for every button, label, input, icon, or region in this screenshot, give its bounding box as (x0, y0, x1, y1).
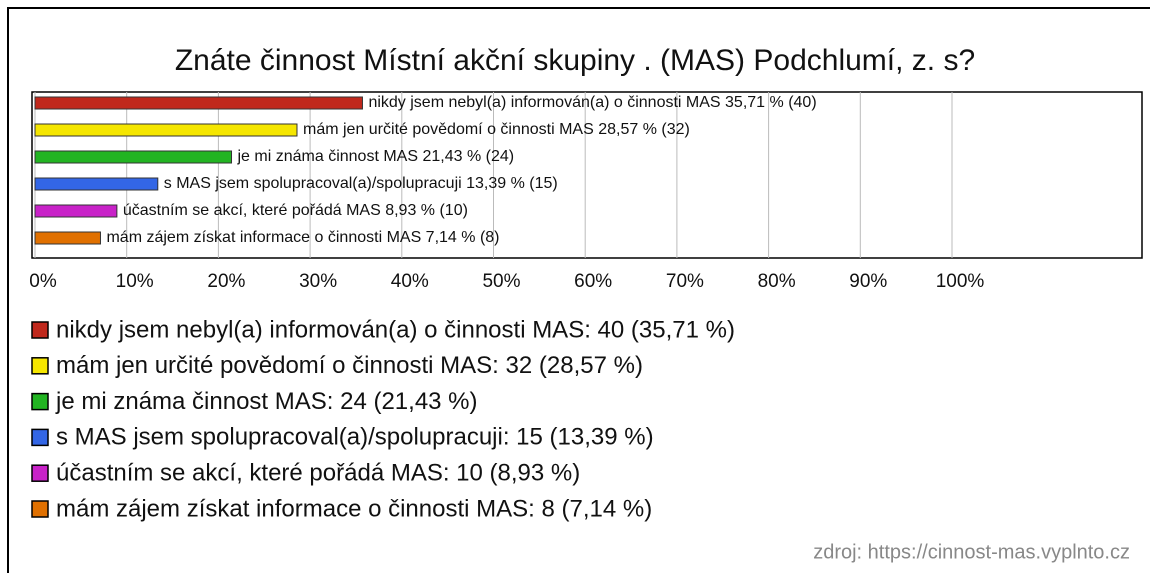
x-tick-label: 60% (574, 271, 612, 292)
legend-swatch (31, 357, 49, 375)
legend-label: mám jen určité povědomí o činnosti MAS: … (56, 352, 643, 379)
plot-area (31, 91, 1143, 259)
x-tick-label: 0% (29, 271, 57, 292)
data-label: mám jen určité povědomí o činnosti MAS 2… (303, 121, 690, 138)
x-tick-label: 50% (482, 271, 520, 292)
bar (34, 123, 298, 137)
legend-label: účastním se akcí, které pořádá MAS: 10 (… (56, 460, 580, 487)
x-tick-label: 40% (391, 271, 429, 292)
legend-label: nikdy jsem nebyl(a) informován(a) o činn… (56, 316, 735, 343)
source: zdroj: https://cinnost-mas.vyplnto.cz (813, 541, 1130, 563)
data-label: nikdy jsem nebyl(a) informován(a) o činn… (368, 94, 816, 111)
x-tick-label: 100% (936, 271, 985, 292)
legend-label: mám zájem získat informace o činnosti MA… (56, 495, 652, 522)
data-label: mám zájem získat informace o činnosti MA… (106, 229, 499, 246)
legend-swatch (31, 428, 49, 447)
x-tick-label: 90% (849, 271, 887, 292)
data-label: s MAS jsem spolupracoval(a)/spolupracuji… (164, 175, 558, 192)
legend-swatch (31, 500, 49, 518)
legend-swatch (31, 464, 49, 482)
legend-swatch (31, 321, 49, 339)
x-tick-label: 70% (666, 271, 704, 292)
legend-swatch (31, 392, 49, 411)
x-tick-label: 20% (207, 271, 245, 292)
x-tick-label: 10% (116, 271, 154, 292)
legend-label: s MAS jsem spolupracoval(a)/spolupracuji… (56, 424, 654, 451)
x-tick-label: 30% (299, 271, 337, 292)
chart-title: Znáte činnost Místní akční skupiny . (MA… (175, 44, 975, 77)
bar (34, 150, 233, 164)
bar (34, 204, 118, 218)
bar (34, 177, 159, 191)
legend-label: je mi známa činnost MAS: 24 (21,43 %) (55, 388, 478, 415)
bar (34, 96, 363, 110)
data-label: účastním se akcí, které pořádá MAS 8,93 … (123, 202, 468, 219)
bar (34, 231, 101, 245)
x-tick-label: 80% (758, 271, 796, 292)
data-label: je mi známa činnost MAS 21,43 % (24) (237, 148, 515, 165)
